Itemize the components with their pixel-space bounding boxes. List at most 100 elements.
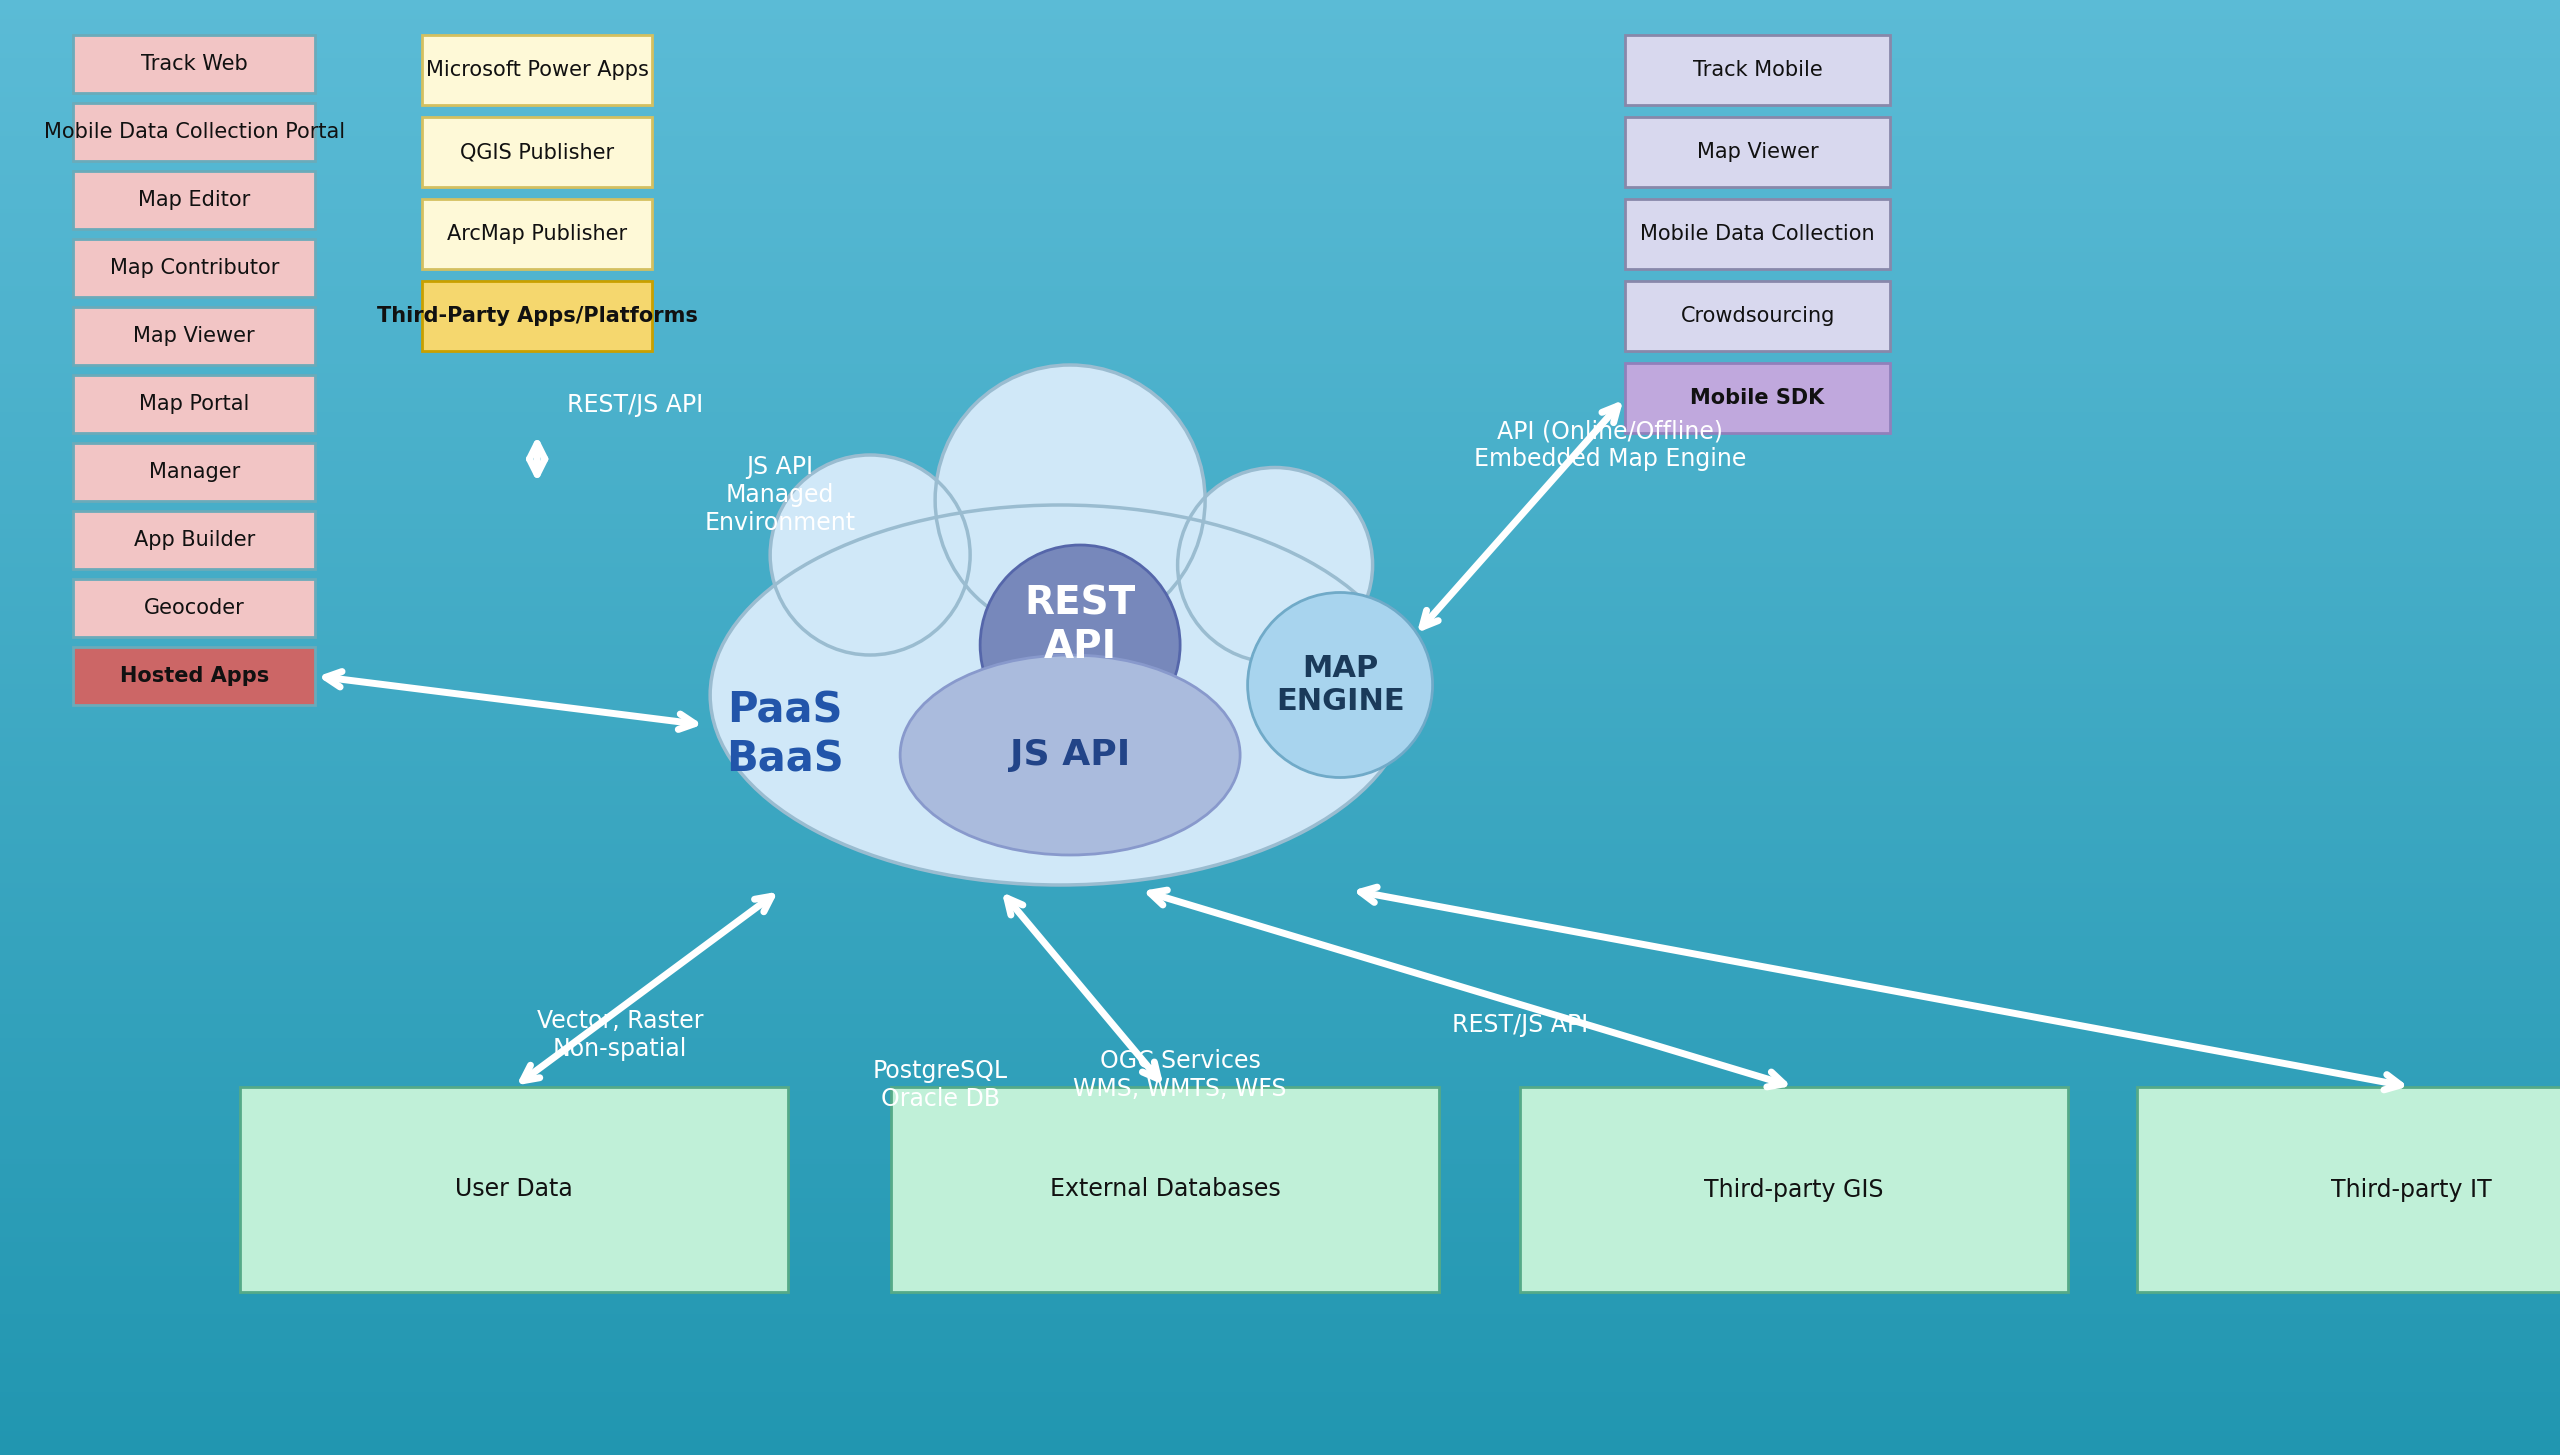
Bar — [0, 1174, 2560, 1179]
Text: Geocoder: Geocoder — [143, 598, 246, 618]
Bar — [0, 1168, 2560, 1174]
Bar — [0, 1285, 2560, 1291]
Bar — [0, 281, 2560, 287]
Bar — [0, 586, 2560, 592]
Bar — [0, 549, 2560, 553]
Bar — [0, 1154, 2560, 1160]
Bar — [0, 160, 2560, 164]
Bar — [0, 1000, 2560, 1004]
Bar — [0, 233, 2560, 237]
Bar — [0, 432, 2560, 436]
Bar — [0, 301, 2560, 306]
Bar — [0, 1014, 2560, 1018]
Bar — [0, 1387, 2560, 1392]
Bar — [0, 723, 2560, 728]
Bar — [0, 1416, 2560, 1422]
Bar — [0, 1324, 2560, 1328]
Ellipse shape — [901, 655, 1239, 856]
Bar — [0, 557, 2560, 563]
Text: Third-party IT: Third-party IT — [2330, 1177, 2491, 1202]
Text: App Builder: App Builder — [133, 530, 256, 550]
Bar — [0, 1058, 2560, 1062]
Bar — [0, 1349, 2560, 1353]
Bar — [0, 1276, 2560, 1280]
Bar — [0, 135, 2560, 141]
Bar — [0, 1072, 2560, 1077]
Bar — [0, 819, 2560, 825]
Bar — [0, 228, 2560, 233]
Bar — [0, 709, 2560, 713]
FancyBboxPatch shape — [74, 239, 315, 297]
Bar — [0, 514, 2560, 519]
Bar — [0, 106, 2560, 112]
Bar — [0, 931, 2560, 936]
Bar — [0, 141, 2560, 146]
Bar — [0, 83, 2560, 87]
Bar — [0, 626, 2560, 630]
Bar — [0, 1077, 2560, 1081]
Bar — [0, 1037, 2560, 1043]
Bar — [0, 1208, 2560, 1212]
Text: Crowdsourcing: Crowdsourcing — [1679, 306, 1836, 326]
Ellipse shape — [934, 365, 1206, 634]
Bar — [0, 888, 2560, 892]
Bar — [0, 834, 2560, 840]
Bar — [0, 572, 2560, 578]
Bar — [0, 1106, 2560, 1110]
Bar — [0, 349, 2560, 354]
Bar — [0, 1343, 2560, 1349]
Bar — [0, 262, 2560, 266]
Bar — [0, 1183, 2560, 1189]
Bar — [0, 844, 2560, 848]
FancyBboxPatch shape — [422, 281, 653, 351]
Bar — [0, 121, 2560, 127]
Bar — [0, 388, 2560, 393]
Text: Third-party GIS: Third-party GIS — [1705, 1177, 1884, 1202]
FancyBboxPatch shape — [1626, 199, 1889, 269]
Bar — [0, 77, 2560, 83]
Bar — [0, 1232, 2560, 1237]
Bar — [0, 659, 2560, 665]
Bar — [0, 1081, 2560, 1087]
Bar — [0, 33, 2560, 39]
FancyBboxPatch shape — [1626, 35, 1889, 105]
Bar — [0, 1305, 2560, 1310]
Bar — [0, 185, 2560, 189]
Bar — [0, 39, 2560, 44]
Bar — [0, 578, 2560, 582]
Bar — [0, 116, 2560, 121]
Text: Track Web: Track Web — [141, 54, 248, 74]
Bar — [0, 1445, 2560, 1451]
Bar — [0, 63, 2560, 68]
Bar — [0, 10, 2560, 15]
FancyBboxPatch shape — [74, 307, 315, 365]
Bar — [0, 1139, 2560, 1145]
Bar — [0, 150, 2560, 156]
Bar — [0, 15, 2560, 19]
Bar — [0, 713, 2560, 717]
Bar — [0, 728, 2560, 732]
Bar — [0, 68, 2560, 73]
Bar — [0, 650, 2560, 655]
FancyBboxPatch shape — [241, 1087, 788, 1292]
Bar — [0, 112, 2560, 116]
Bar — [0, 287, 2560, 291]
Text: REST/JS API: REST/JS API — [1452, 1013, 1587, 1037]
Bar — [0, 950, 2560, 956]
Bar — [0, 495, 2560, 499]
Text: API (Online/Offline)
Embedded Map Engine: API (Online/Offline) Embedded Map Engine — [1475, 419, 1746, 471]
Text: Track Mobile: Track Mobile — [1692, 60, 1823, 80]
Bar — [0, 189, 2560, 194]
Text: JS API
Managed
Environment: JS API Managed Environment — [704, 455, 855, 535]
Bar — [0, 306, 2560, 310]
Bar — [0, 927, 2560, 931]
Ellipse shape — [712, 506, 1408, 883]
Bar — [0, 1222, 2560, 1227]
Bar — [0, 179, 2560, 185]
Bar — [0, 208, 2560, 214]
Bar — [0, 252, 2560, 258]
FancyBboxPatch shape — [74, 442, 315, 501]
Text: OGC Services
WMS, WMTS, WFS: OGC Services WMS, WMTS, WFS — [1073, 1049, 1288, 1101]
Bar — [0, 1436, 2560, 1440]
Bar — [0, 912, 2560, 917]
